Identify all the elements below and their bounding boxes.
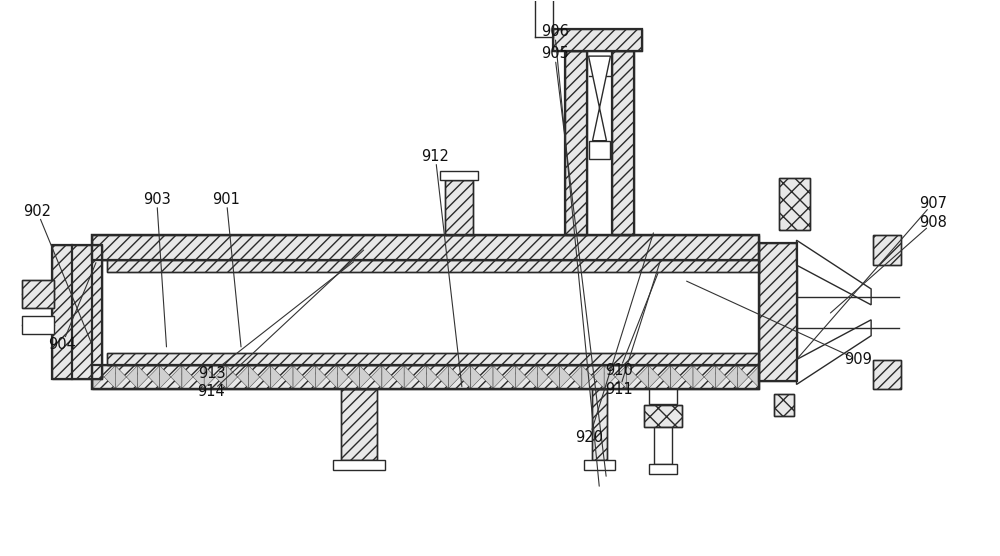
Bar xyxy=(553,29,642,51)
Bar xyxy=(341,389,377,460)
Bar xyxy=(654,427,672,464)
Bar xyxy=(92,235,759,260)
Bar xyxy=(774,394,794,416)
Polygon shape xyxy=(315,365,337,389)
Bar xyxy=(759,243,797,381)
Polygon shape xyxy=(160,365,182,389)
Polygon shape xyxy=(493,365,515,389)
Text: 905: 905 xyxy=(541,47,569,62)
Bar xyxy=(553,29,642,51)
Bar xyxy=(22,316,54,334)
Text: 920: 920 xyxy=(576,430,604,445)
Text: 903: 903 xyxy=(143,192,171,207)
Bar xyxy=(873,235,901,265)
Bar xyxy=(592,389,607,460)
Polygon shape xyxy=(737,365,760,389)
Polygon shape xyxy=(360,365,382,389)
Polygon shape xyxy=(471,365,493,389)
Polygon shape xyxy=(537,365,560,389)
Polygon shape xyxy=(797,320,871,384)
Text: 906: 906 xyxy=(541,24,569,39)
Bar xyxy=(644,405,682,427)
Bar xyxy=(779,178,810,230)
Polygon shape xyxy=(515,365,537,389)
Polygon shape xyxy=(582,365,604,389)
Text: 907: 907 xyxy=(919,196,947,211)
Polygon shape xyxy=(137,365,160,389)
Bar xyxy=(92,365,759,389)
Text: 908: 908 xyxy=(919,215,947,230)
Bar xyxy=(589,141,610,158)
Bar xyxy=(873,360,901,389)
Text: 904: 904 xyxy=(48,337,76,352)
Polygon shape xyxy=(604,365,626,389)
Polygon shape xyxy=(182,365,204,389)
Polygon shape xyxy=(115,365,137,389)
Polygon shape xyxy=(715,365,737,389)
Bar xyxy=(649,464,677,474)
Bar xyxy=(445,181,473,235)
Polygon shape xyxy=(293,365,315,389)
Bar xyxy=(584,460,615,470)
Polygon shape xyxy=(249,365,271,389)
Bar xyxy=(107,260,759,272)
Bar xyxy=(92,235,759,389)
Polygon shape xyxy=(560,365,582,389)
Bar xyxy=(592,389,607,460)
Bar xyxy=(107,353,759,365)
Text: 912: 912 xyxy=(421,149,449,164)
Polygon shape xyxy=(797,240,871,305)
Bar xyxy=(873,360,901,389)
Bar xyxy=(92,365,759,389)
Bar xyxy=(612,51,634,235)
Bar xyxy=(107,353,759,365)
Bar xyxy=(22,280,54,309)
Bar xyxy=(107,260,759,272)
Polygon shape xyxy=(693,365,715,389)
Bar xyxy=(440,171,478,181)
Polygon shape xyxy=(204,365,226,389)
Text: 911: 911 xyxy=(606,383,633,397)
Polygon shape xyxy=(589,56,610,141)
Polygon shape xyxy=(271,365,293,389)
Text: 901: 901 xyxy=(212,192,240,207)
Bar xyxy=(759,243,797,381)
Text: 913: 913 xyxy=(198,366,225,381)
Text: 909: 909 xyxy=(844,353,872,368)
Bar xyxy=(92,260,759,365)
Bar xyxy=(565,51,587,235)
Polygon shape xyxy=(626,365,649,389)
Bar xyxy=(565,51,587,235)
Bar xyxy=(774,394,794,416)
Text: 910: 910 xyxy=(605,364,633,379)
Text: 902: 902 xyxy=(23,204,51,219)
Bar xyxy=(52,245,102,380)
Bar xyxy=(333,460,385,470)
Polygon shape xyxy=(337,365,360,389)
Bar xyxy=(92,235,759,260)
Bar xyxy=(644,405,682,427)
Polygon shape xyxy=(671,365,693,389)
Bar xyxy=(779,178,810,230)
Bar xyxy=(612,51,634,235)
Bar xyxy=(649,389,677,404)
Bar xyxy=(52,245,102,380)
Text: 914: 914 xyxy=(198,384,225,399)
Polygon shape xyxy=(93,365,115,389)
Polygon shape xyxy=(404,365,426,389)
Polygon shape xyxy=(649,365,671,389)
Bar xyxy=(22,280,54,309)
Polygon shape xyxy=(382,365,404,389)
Polygon shape xyxy=(449,365,471,389)
Polygon shape xyxy=(226,365,249,389)
Bar xyxy=(873,235,901,265)
Bar xyxy=(341,389,377,460)
Bar xyxy=(445,181,473,235)
Polygon shape xyxy=(426,365,449,389)
